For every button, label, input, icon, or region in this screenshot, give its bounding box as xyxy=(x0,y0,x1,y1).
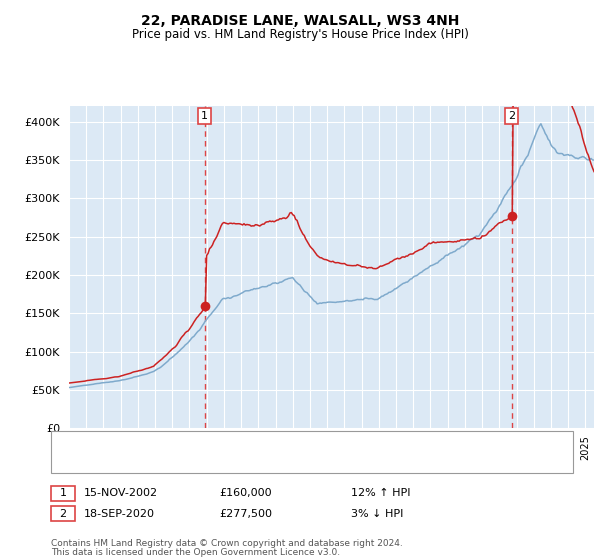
Text: Price paid vs. HM Land Registry's House Price Index (HPI): Price paid vs. HM Land Registry's House … xyxy=(131,28,469,41)
Text: 12% ↑ HPI: 12% ↑ HPI xyxy=(351,488,410,498)
Text: 1: 1 xyxy=(201,111,208,121)
Text: £277,500: £277,500 xyxy=(219,508,272,519)
Text: 22, PARADISE LANE, WALSALL, WS3 4NH (detached house): 22, PARADISE LANE, WALSALL, WS3 4NH (det… xyxy=(102,438,408,448)
Text: 3% ↓ HPI: 3% ↓ HPI xyxy=(351,508,403,519)
Text: This data is licensed under the Open Government Licence v3.0.: This data is licensed under the Open Gov… xyxy=(51,548,340,557)
Text: 15-NOV-2002: 15-NOV-2002 xyxy=(84,488,158,498)
Text: HPI: Average price, detached house, Walsall: HPI: Average price, detached house, Wals… xyxy=(102,456,332,466)
Text: 2: 2 xyxy=(59,508,67,519)
Text: 18-SEP-2020: 18-SEP-2020 xyxy=(84,508,155,519)
Text: 1: 1 xyxy=(59,488,67,498)
Text: £160,000: £160,000 xyxy=(219,488,272,498)
Text: 2: 2 xyxy=(508,111,515,121)
Text: Contains HM Land Registry data © Crown copyright and database right 2024.: Contains HM Land Registry data © Crown c… xyxy=(51,539,403,548)
Text: 22, PARADISE LANE, WALSALL, WS3 4NH: 22, PARADISE LANE, WALSALL, WS3 4NH xyxy=(141,14,459,28)
